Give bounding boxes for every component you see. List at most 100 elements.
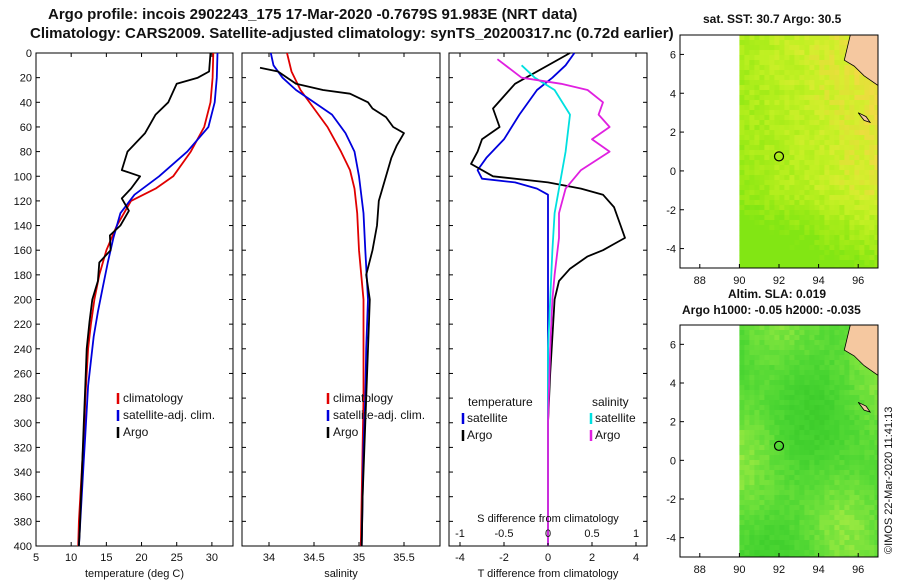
map-cell: [774, 535, 780, 541]
map-cell: [804, 335, 810, 341]
map-cell: [819, 435, 825, 441]
map-cell: [769, 425, 775, 431]
map-cell: [804, 260, 810, 266]
map-cell: [774, 180, 780, 186]
map-cell: [844, 195, 850, 201]
map-cell: [739, 500, 745, 506]
map-cell: [819, 365, 825, 371]
map-cell: [839, 125, 845, 131]
map-cell: [864, 210, 870, 216]
map-cell: [834, 195, 840, 201]
map-cell: [744, 230, 750, 236]
map-cell: [864, 440, 870, 446]
sst-map-ytick-label: -4: [666, 244, 676, 256]
map-cell: [824, 185, 830, 191]
map-cell: [854, 105, 860, 111]
map-cell: [779, 430, 785, 436]
map-cell: [809, 55, 815, 61]
map-cell: [744, 170, 750, 176]
temperature-xtick-label: 10: [65, 552, 77, 564]
map-cell: [849, 355, 855, 361]
map-cell: [744, 125, 750, 131]
map-cell: [794, 450, 800, 456]
map-cell: [859, 150, 865, 156]
map-cell: [859, 250, 865, 256]
map-cell: [799, 225, 805, 231]
map-cell: [814, 80, 820, 86]
map-cell: [784, 100, 790, 106]
map-cell: [794, 335, 800, 341]
map-cell: [779, 95, 785, 101]
map-cell: [824, 370, 830, 376]
map-cell: [849, 155, 855, 161]
map-cell: [799, 555, 805, 558]
map-cell: [789, 435, 795, 441]
map-cell: [854, 390, 860, 396]
map-cell: [759, 375, 765, 381]
map-cell: [779, 435, 785, 441]
map-cell: [829, 265, 835, 269]
map-cell: [824, 420, 830, 426]
map-cell: [854, 250, 860, 256]
map-cell: [749, 350, 755, 356]
map-cell: [839, 380, 845, 386]
map-cell: [799, 255, 805, 261]
map-cell: [784, 245, 790, 251]
map-cell: [754, 60, 760, 66]
map-cell: [774, 125, 780, 131]
map-cell: [814, 330, 820, 336]
map-cell: [814, 165, 820, 171]
map-cell: [789, 385, 795, 391]
figure-title-line1: Argo profile: incois 2902243_175 17-Mar-…: [48, 6, 578, 23]
map-cell: [874, 385, 879, 391]
map-cell: [779, 125, 785, 131]
map-cell: [849, 510, 855, 516]
map-cell: [784, 110, 790, 116]
map-cell: [814, 65, 820, 71]
map-cell: [769, 235, 775, 241]
map-cell: [829, 130, 835, 136]
map-cell: [754, 510, 760, 516]
map-cell: [854, 440, 860, 446]
map-cell: [869, 160, 875, 166]
map-cell: [854, 495, 860, 501]
map-cell: [769, 75, 775, 81]
map-cell: [849, 225, 855, 231]
map-cell: [779, 420, 785, 426]
map-cell: [739, 395, 745, 401]
map-cell: [829, 230, 835, 236]
map-cell: [759, 200, 765, 206]
map-cell: [829, 395, 835, 401]
map-cell: [784, 80, 790, 86]
map-cell: [844, 325, 850, 331]
map-cell: [844, 60, 850, 66]
map-cell: [824, 520, 830, 526]
map-cell: [829, 225, 835, 231]
map-cell: [824, 460, 830, 466]
map-cell: [769, 540, 775, 546]
map-cell: [809, 335, 815, 341]
map-cell: [784, 65, 790, 71]
map-cell: [814, 485, 820, 491]
map-cell: [804, 525, 810, 531]
map-cell: [844, 150, 850, 156]
map-cell: [784, 210, 790, 216]
map-cell: [809, 465, 815, 471]
map-cell: [834, 345, 840, 351]
map-cell: [874, 505, 879, 511]
map-cell: [834, 385, 840, 391]
map-cell: [834, 415, 840, 421]
map-cell: [819, 205, 825, 211]
map-cell: [784, 155, 790, 161]
diff-secondary-tick-label: -1: [455, 528, 465, 540]
map-cell: [844, 385, 850, 391]
map-cell: [774, 360, 780, 366]
map-cell: [759, 170, 765, 176]
map-cell: [764, 445, 770, 451]
map-cell: [784, 135, 790, 141]
map-cell: [774, 470, 780, 476]
map-cell: [769, 365, 775, 371]
map-cell: [874, 450, 879, 456]
map-cell: [839, 555, 845, 558]
map-cell: [834, 240, 840, 246]
